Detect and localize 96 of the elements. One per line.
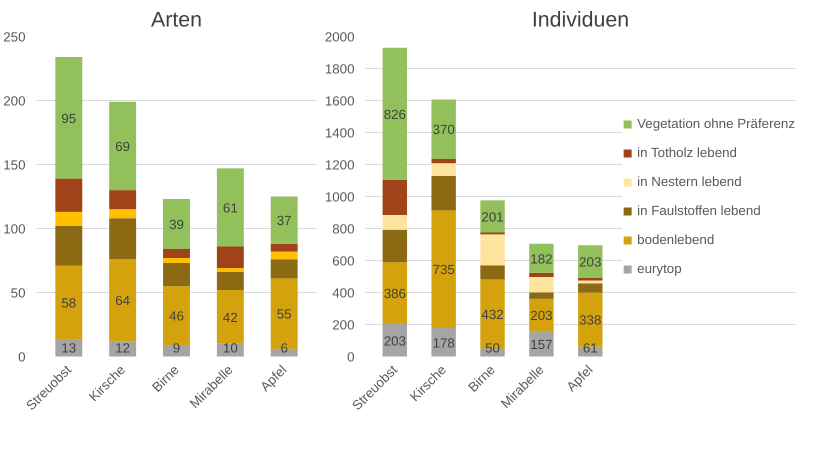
data-label: 735: [432, 262, 455, 278]
bar: [431, 158, 456, 164]
data-label: 37: [276, 213, 292, 228]
data-label: 203: [579, 254, 602, 270]
y-tick-label: 200: [3, 94, 26, 108]
bar: [480, 234, 505, 266]
data-label: 182: [530, 251, 553, 266]
y-tick-label: 0: [18, 350, 26, 364]
bar: [216, 290, 244, 344]
bar: [382, 180, 408, 216]
y-tick-label: 1800: [324, 62, 355, 76]
bar: [382, 215, 408, 230]
data-label: 826: [384, 106, 406, 122]
legend-label: in Totholz lebend: [637, 145, 737, 160]
data-label: 13: [61, 340, 76, 356]
y-tick-label: 200: [332, 318, 355, 332]
bar: [480, 265, 505, 280]
data-label: 12: [115, 340, 130, 356]
data-label: 386: [384, 286, 406, 302]
data-label: 58: [61, 296, 76, 311]
bar: [163, 263, 190, 286]
data-label: 10: [222, 340, 238, 356]
y-tick-label: 50: [10, 286, 26, 300]
bar: [109, 218, 136, 260]
data-label: 55: [276, 306, 292, 322]
data-label: 203: [530, 308, 553, 324]
bar: [529, 276, 554, 292]
bar: [382, 262, 408, 324]
data-label: 46: [169, 308, 184, 324]
legend-label: in Faulstoffen lebend: [637, 203, 761, 218]
bar: [270, 252, 298, 260]
data-label: 370: [432, 122, 455, 138]
legend-label: Vegetation ohne Präferenz: [637, 116, 795, 131]
data-label: 95: [61, 110, 76, 126]
data-label: 178: [432, 335, 455, 350]
legend-label: eurytop: [637, 261, 682, 276]
bar: [109, 209, 136, 218]
chart-title: Arten: [151, 8, 202, 32]
chart-title: Individuen: [532, 8, 630, 32]
y-tick-label: 0: [347, 350, 355, 364]
y-tick-label: 1400: [324, 126, 355, 140]
legend-label: bodenlebend: [637, 232, 714, 247]
bar: [109, 190, 136, 210]
y-tick-label: 150: [3, 158, 26, 172]
bar: [382, 48, 408, 180]
data-label: 42: [222, 310, 238, 325]
bar: [270, 259, 298, 278]
bar: [578, 278, 602, 280]
bar: [578, 280, 602, 284]
y-tick-label: 800: [332, 222, 355, 236]
bar: [109, 102, 136, 190]
bar: [216, 246, 244, 268]
bar: [55, 178, 82, 212]
data-label: 201: [481, 209, 504, 224]
bar: [163, 199, 190, 249]
bar: [270, 196, 298, 244]
bar: [382, 230, 408, 262]
data-label: 61: [222, 200, 238, 216]
y-tick-label: 100: [3, 222, 26, 236]
data-label: 39: [169, 217, 184, 232]
y-tick-label: 1000: [324, 190, 355, 204]
bar: [529, 292, 554, 299]
data-label: 203: [384, 333, 406, 348]
bar: [216, 268, 244, 272]
data-label: 64: [115, 293, 131, 308]
y-tick-label: 2000: [324, 30, 355, 44]
bar: [55, 266, 82, 340]
data-label: 9: [172, 340, 180, 356]
bar: [216, 272, 244, 290]
bar: [431, 100, 456, 159]
bar: [529, 272, 554, 277]
bar: [163, 258, 190, 264]
bar: [270, 244, 298, 252]
data-label: 432: [481, 306, 504, 322]
bar: [109, 259, 136, 342]
bar: [163, 248, 190, 258]
y-tick-label: 250: [3, 30, 26, 44]
y-tick-label: 1600: [324, 94, 355, 108]
bar: [431, 210, 456, 328]
bar: [55, 212, 82, 226]
bar: [431, 163, 456, 176]
bar: [163, 286, 190, 345]
bar: [431, 176, 456, 210]
bar: [163, 344, 190, 356]
bar: [55, 226, 82, 266]
bar: [578, 284, 602, 293]
bar: [55, 56, 82, 179]
data-label: 338: [579, 312, 602, 328]
data-label: 157: [530, 336, 553, 352]
y-tick-label: 400: [332, 286, 355, 300]
y-tick-label: 1200: [324, 158, 355, 172]
bar: [216, 168, 244, 246]
data-label: 50: [485, 340, 500, 356]
legend-label: in Nestern lebend: [637, 174, 742, 189]
y-tick-label: 600: [332, 254, 355, 268]
data-label: 69: [115, 138, 130, 154]
